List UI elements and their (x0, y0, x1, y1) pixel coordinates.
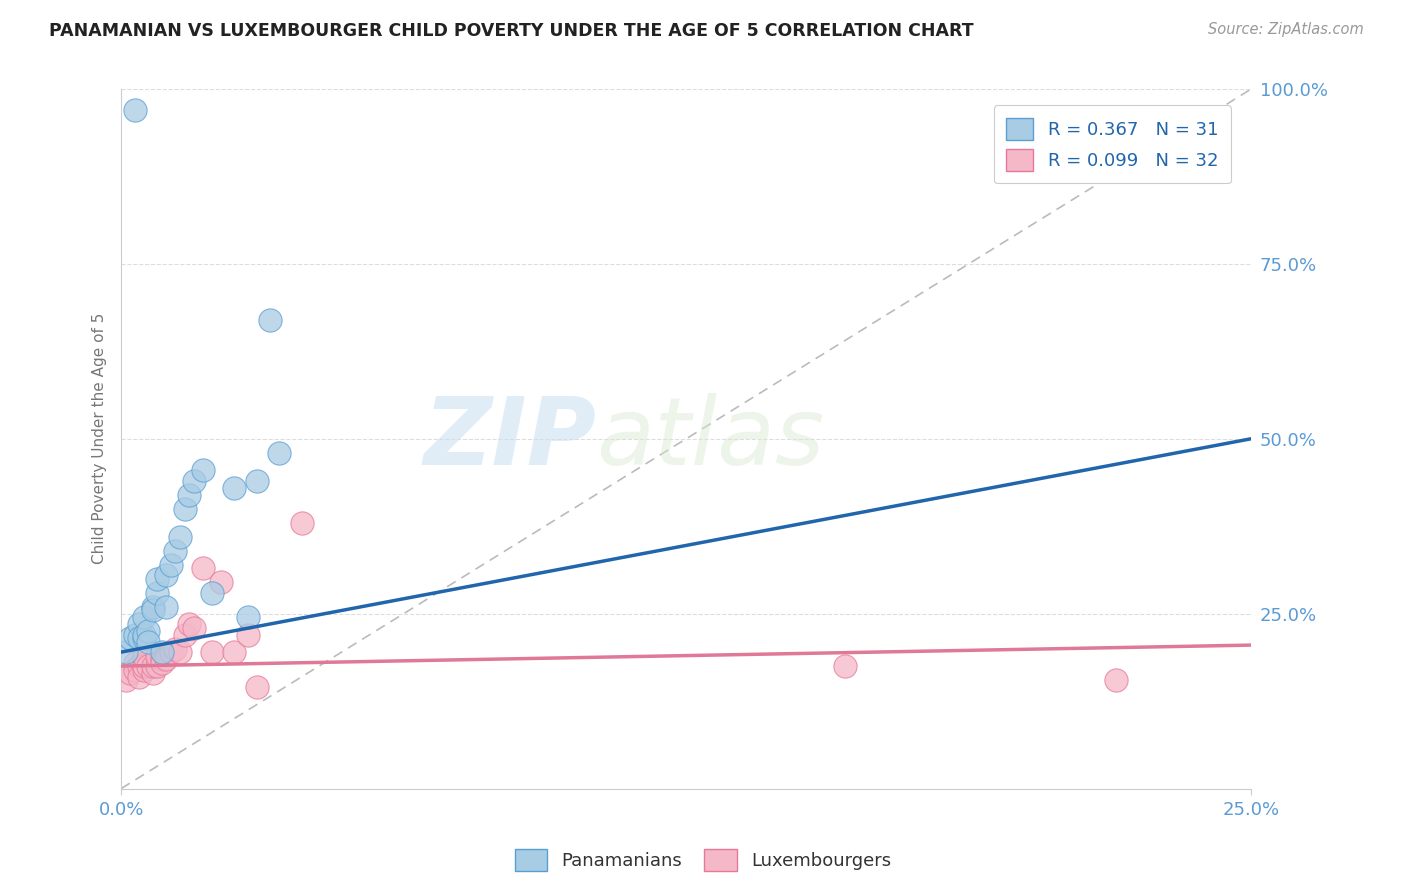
Point (169, 645, 191, 659)
Text: PANAMANIAN VS LUXEMBOURGER CHILD POVERTY UNDER THE AGE OF 5 CORRELATION CHART: PANAMANIAN VS LUXEMBOURGER CHILD POVERTY… (49, 22, 974, 40)
Point (1105, 673, 1128, 687)
Point (146, 585, 169, 599)
Point (142, 666, 165, 681)
Point (201, 645, 224, 659)
Point (132, 627, 155, 641)
Point (142, 659, 165, 673)
Point (269, 446, 291, 460)
Point (177, 488, 200, 502)
Point (132, 648, 155, 663)
Point (165, 543, 187, 558)
Point (138, 624, 160, 639)
Point (146, 648, 169, 663)
Point (138, 634, 160, 648)
Point (236, 610, 259, 624)
Point (291, 516, 314, 530)
Text: atlas: atlas (596, 393, 824, 484)
Point (173, 501, 195, 516)
Point (224, 645, 246, 659)
Point (209, 575, 232, 590)
Point (124, 656, 146, 670)
Point (114, 645, 136, 659)
Y-axis label: Child Poverty Under the Age of 5: Child Poverty Under the Age of 5 (93, 313, 107, 565)
Point (155, 599, 177, 614)
Point (246, 474, 269, 488)
Point (224, 481, 246, 495)
Point (132, 631, 155, 645)
Legend: Panamanians, Luxembourgers: Panamanians, Luxembourgers (508, 842, 898, 879)
Point (132, 610, 155, 624)
Point (191, 463, 214, 477)
Point (150, 645, 173, 659)
Point (150, 656, 173, 670)
Point (155, 568, 177, 582)
Point (142, 603, 165, 617)
Point (120, 666, 142, 681)
Point (138, 659, 160, 673)
Point (124, 103, 146, 117)
Legend: R = 0.367   N = 31, R = 0.099   N = 32: R = 0.367 N = 31, R = 0.099 N = 32 (994, 105, 1232, 183)
Point (150, 652, 173, 666)
Point (183, 474, 205, 488)
Text: ZIP: ZIP (423, 392, 596, 484)
Point (132, 663, 155, 677)
Point (155, 652, 177, 666)
Point (246, 680, 269, 694)
Point (183, 621, 205, 635)
Point (834, 659, 856, 673)
Point (114, 673, 136, 687)
Text: Source: ZipAtlas.com: Source: ZipAtlas.com (1208, 22, 1364, 37)
Point (142, 599, 165, 614)
Point (146, 572, 169, 586)
Point (128, 631, 150, 645)
Point (177, 617, 200, 632)
Point (128, 669, 150, 683)
Point (165, 641, 187, 656)
Point (120, 631, 142, 645)
Point (259, 312, 281, 326)
Point (236, 627, 259, 641)
Point (160, 645, 183, 659)
Point (201, 585, 224, 599)
Point (124, 627, 146, 641)
Point (128, 617, 150, 632)
Point (146, 659, 169, 673)
Point (132, 659, 155, 673)
Point (169, 530, 191, 544)
Point (160, 558, 183, 572)
Point (124, 663, 146, 677)
Point (173, 627, 195, 641)
Point (191, 561, 214, 575)
Point (128, 659, 150, 673)
